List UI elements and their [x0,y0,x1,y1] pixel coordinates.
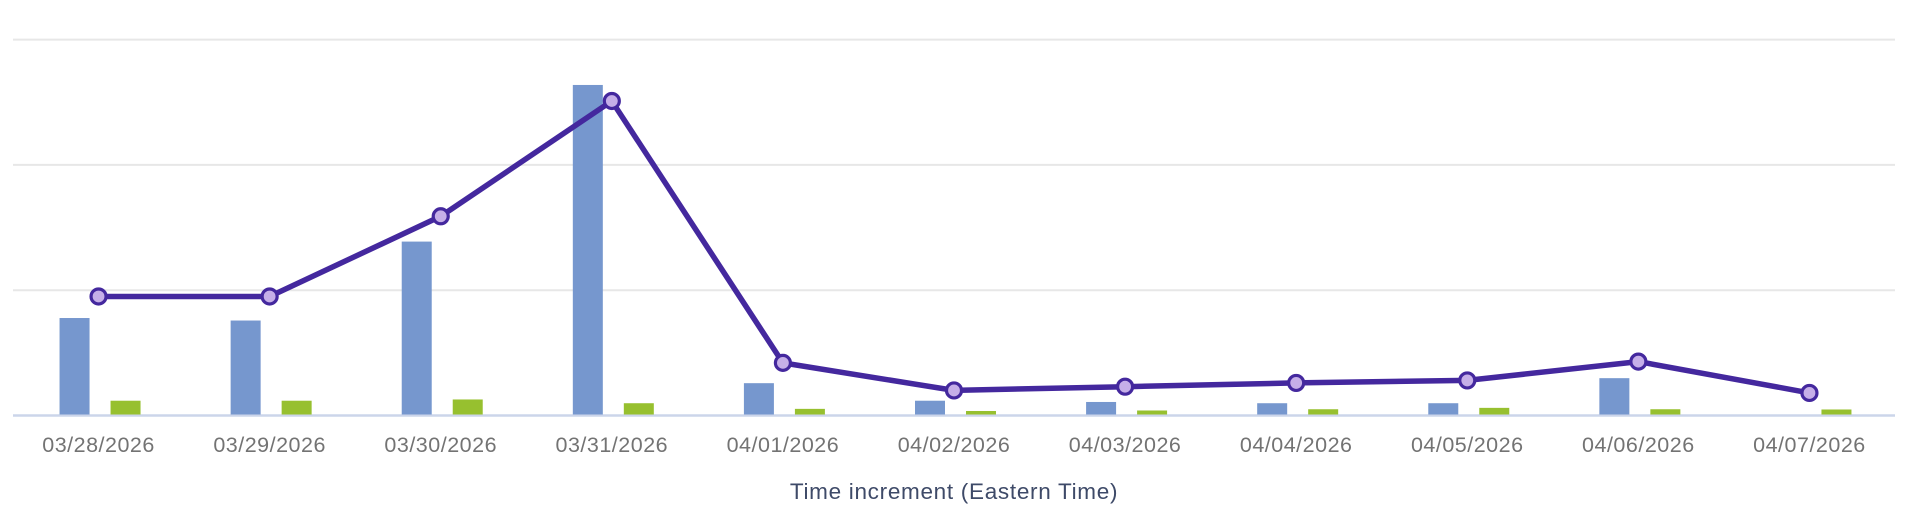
x-axis-tick-label: 03/28/2026 [42,433,155,457]
green-bar[interactable] [623,403,654,415]
green-bar[interactable] [1308,409,1339,415]
green-bar[interactable] [966,410,996,415]
x-axis-title: Time increment (Eastern Time) [789,479,1119,504]
x-axis-tick-label: 03/29/2026 [213,433,326,457]
line-point-marker[interactable] [1800,383,1819,403]
green-bar[interactable] [1479,407,1510,415]
x-axis-tick-label: 04/04/2026 [1240,433,1353,457]
x-axis-tick-label: 04/02/2026 [898,433,1011,457]
green-bar[interactable] [452,399,483,415]
green-bar[interactable] [110,400,141,415]
x-axis-tick-label: 04/07/2026 [1753,433,1866,457]
line-point-marker[interactable] [1115,377,1135,396]
x-axis-tick-label: 03/31/2026 [556,433,669,457]
x-axis-tick-label: 04/05/2026 [1411,433,1524,457]
blue-bar[interactable] [1257,403,1288,415]
green-bar[interactable] [281,400,312,415]
blue-bar[interactable] [59,318,90,415]
blue-bar[interactable] [743,383,774,415]
line-point-marker[interactable] [944,381,964,400]
x-axis-tick-label: 04/03/2026 [1069,433,1182,457]
x-axis-tick-label: 04/06/2026 [1582,433,1695,457]
green-bar[interactable] [1821,409,1852,415]
blue-bar[interactable] [915,400,945,415]
line-point-marker[interactable] [260,287,279,306]
blue-bar[interactable] [1428,403,1459,415]
green-bar[interactable] [794,408,825,415]
blue-bar[interactable] [1599,378,1630,415]
trend-line [95,98,1813,396]
x-axis-tick-label: 03/30/2026 [384,433,497,457]
blue-bar[interactable] [230,320,261,415]
line-point-marker[interactable] [773,353,793,372]
line-point-marker[interactable] [1458,371,1477,390]
green-bar[interactable] [1137,410,1168,415]
line-point-marker[interactable] [89,287,108,306]
blue-bar[interactable] [401,241,432,415]
line-point-marker[interactable] [602,91,621,111]
x-axis-tick-label: 04/01/2026 [727,433,840,457]
line-point-marker[interactable] [1287,373,1306,393]
blue-bar[interactable] [572,84,603,415]
blue-bar[interactable] [1086,401,1117,415]
green-bar[interactable] [1650,409,1681,415]
line-point-marker[interactable] [1629,352,1648,371]
line-point-marker[interactable] [431,207,450,226]
